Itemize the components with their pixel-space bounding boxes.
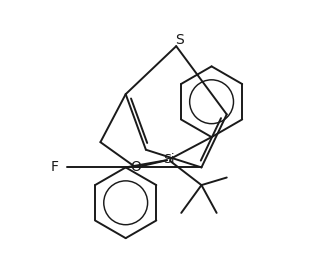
Text: S: S <box>176 33 184 47</box>
Text: O: O <box>130 161 141 174</box>
Text: F: F <box>51 161 59 174</box>
Text: Si: Si <box>163 153 174 166</box>
